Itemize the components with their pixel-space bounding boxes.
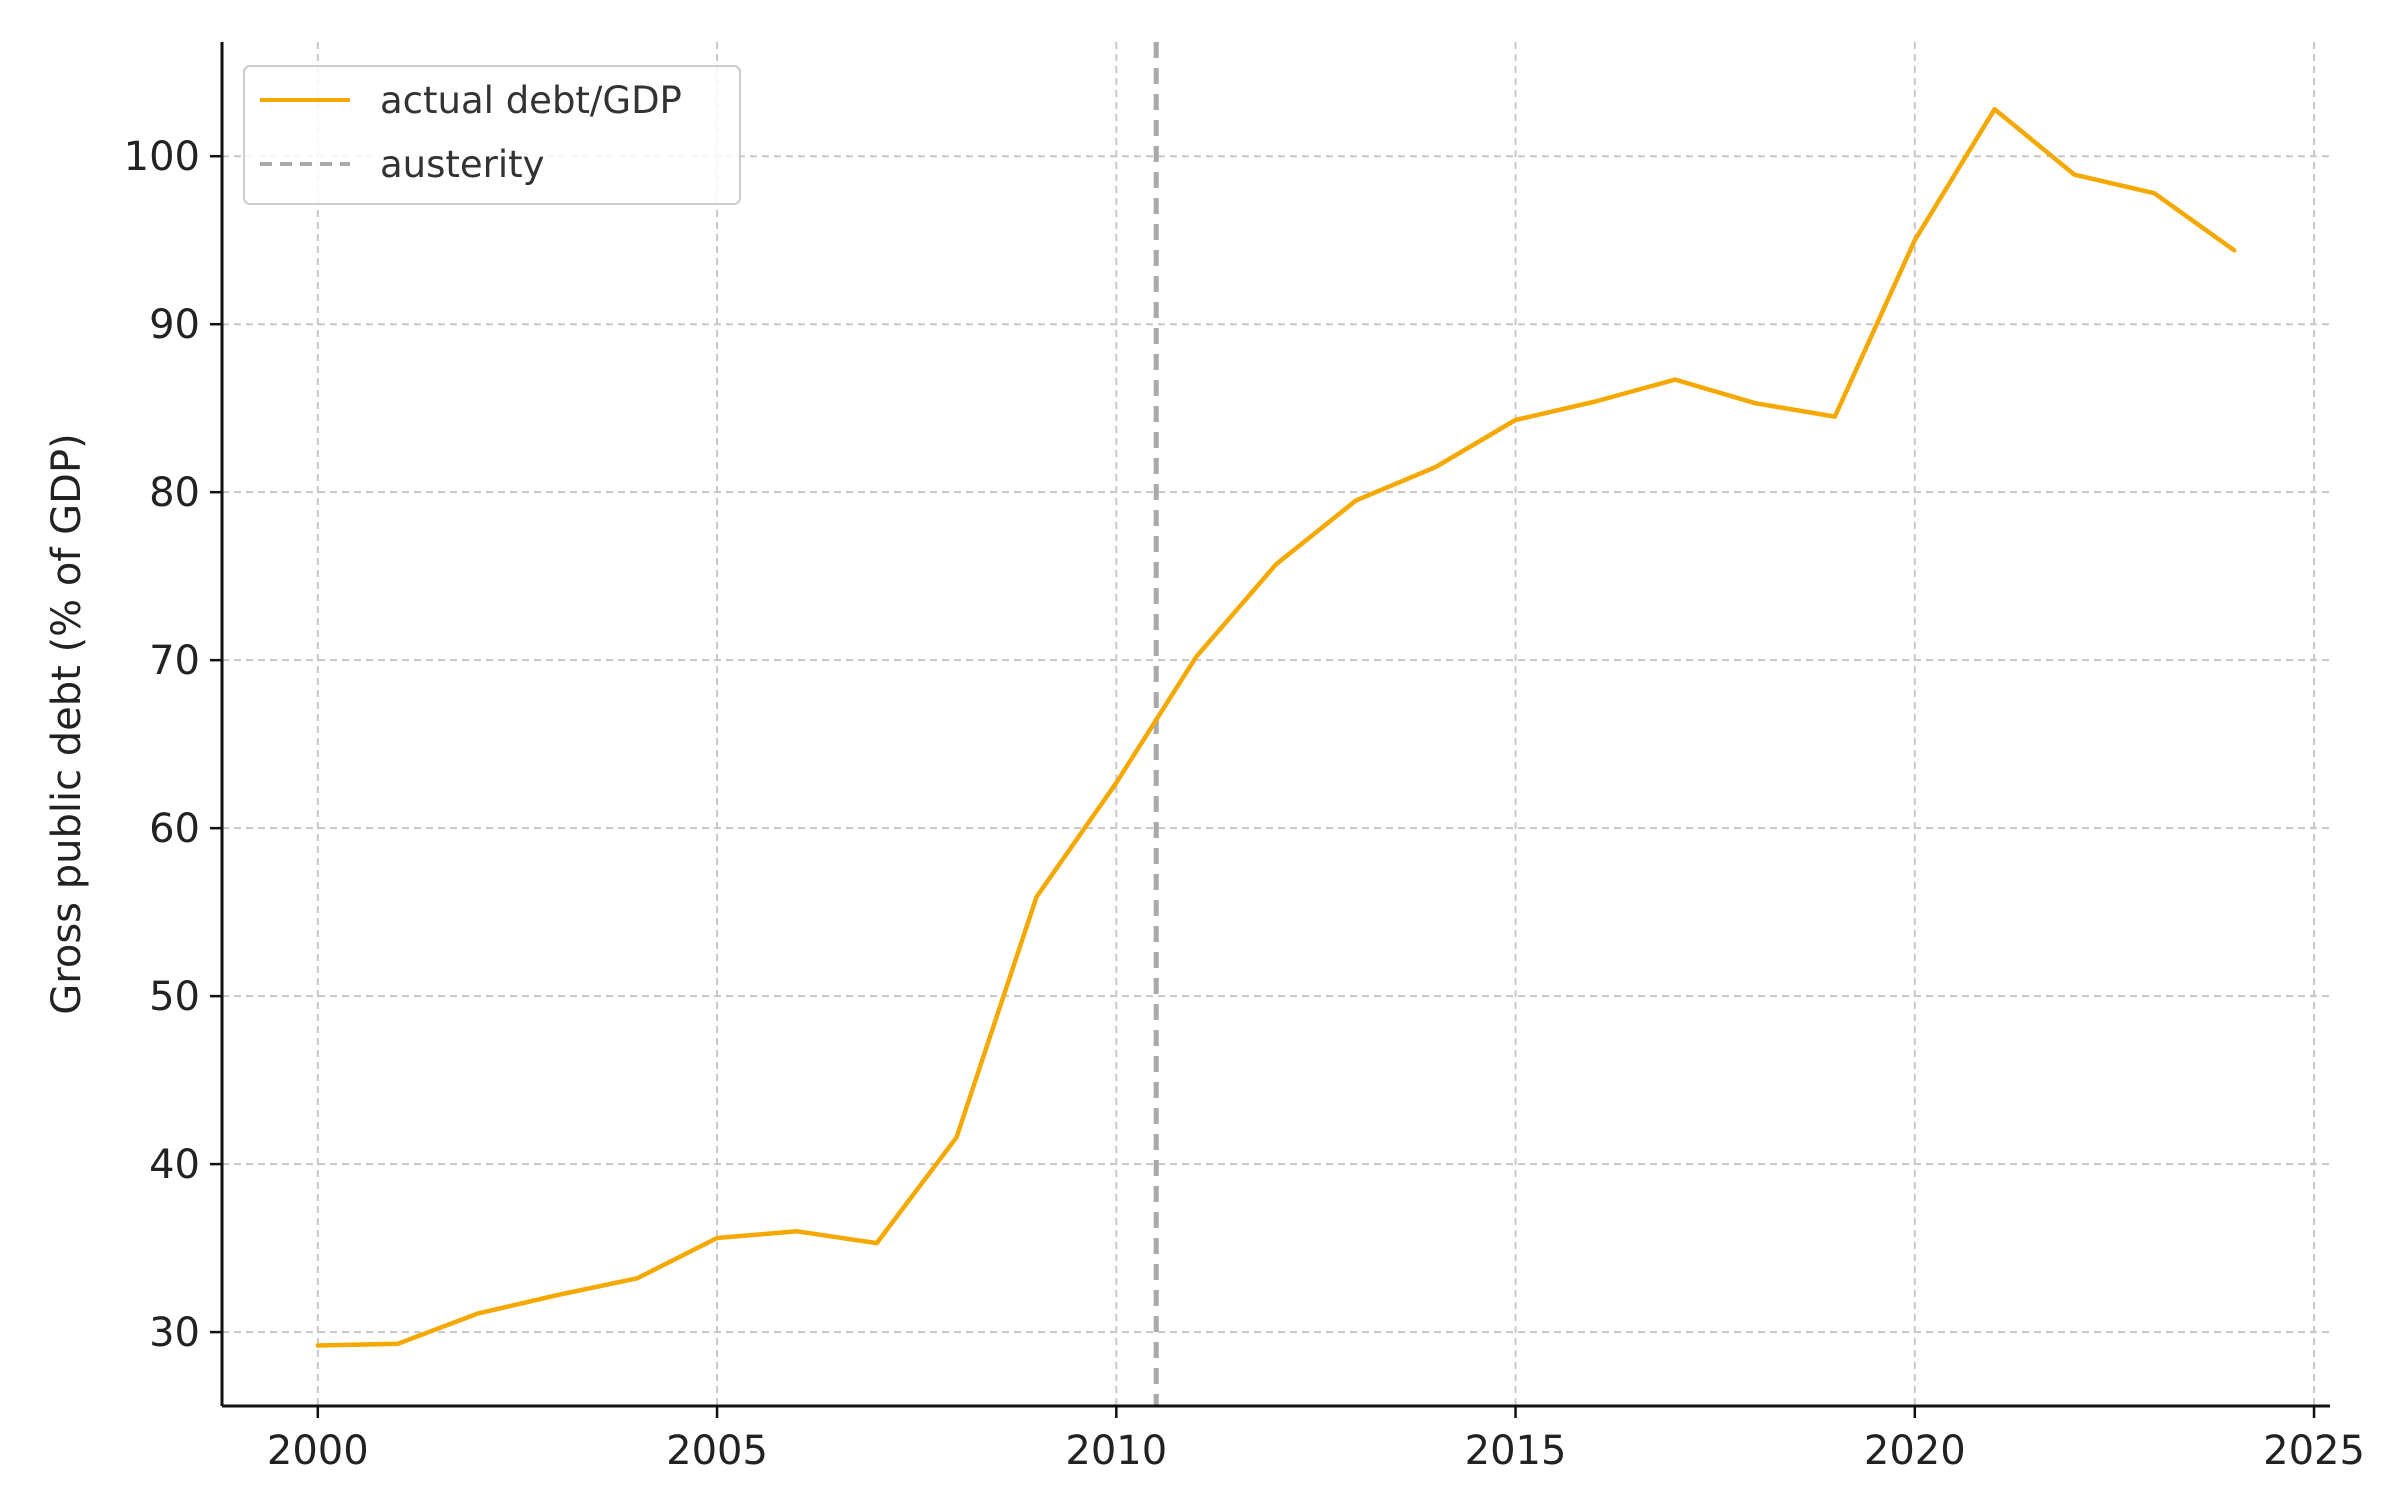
y-tick-label-90: 90	[149, 302, 200, 348]
legend-label-actual: actual debt/GDP	[380, 79, 682, 122]
grid	[222, 42, 2330, 1406]
x-tick-label-2005: 2005	[666, 1428, 768, 1474]
series-group	[315, 106, 2237, 1348]
legend: actual debt/GDP austerity	[243, 65, 741, 205]
x-ticks: 2000 2005 2010 2015 2020 2025	[267, 1406, 2365, 1474]
x-tick-label-2000: 2000	[267, 1428, 369, 1474]
y-tick-label-40: 40	[149, 1142, 200, 1188]
x-tick-label-2015: 2015	[1465, 1428, 1567, 1474]
x-tick-label-2020: 2020	[1864, 1428, 1966, 1474]
axes	[220, 42, 2330, 1408]
legend-box	[243, 65, 741, 205]
x-tick-label-2010: 2010	[1065, 1428, 1167, 1474]
y-tick-label-50: 50	[149, 974, 200, 1020]
y-ticks: 30 40 50 60 70 80 90 100	[124, 134, 222, 1356]
y-axis-label: Gross public debt (% of GDP)	[44, 433, 90, 1014]
series-line-actual-debt	[315, 106, 2237, 1348]
y-tick-label-60: 60	[149, 806, 200, 852]
legend-label-austerity: austerity	[380, 143, 545, 186]
x-tick-label-2025: 2025	[2263, 1428, 2365, 1474]
y-tick-label-70: 70	[149, 638, 200, 684]
y-tick-label-100: 100	[124, 134, 200, 180]
y-tick-label-30: 30	[149, 1310, 200, 1356]
y-tick-label-80: 80	[149, 470, 200, 516]
